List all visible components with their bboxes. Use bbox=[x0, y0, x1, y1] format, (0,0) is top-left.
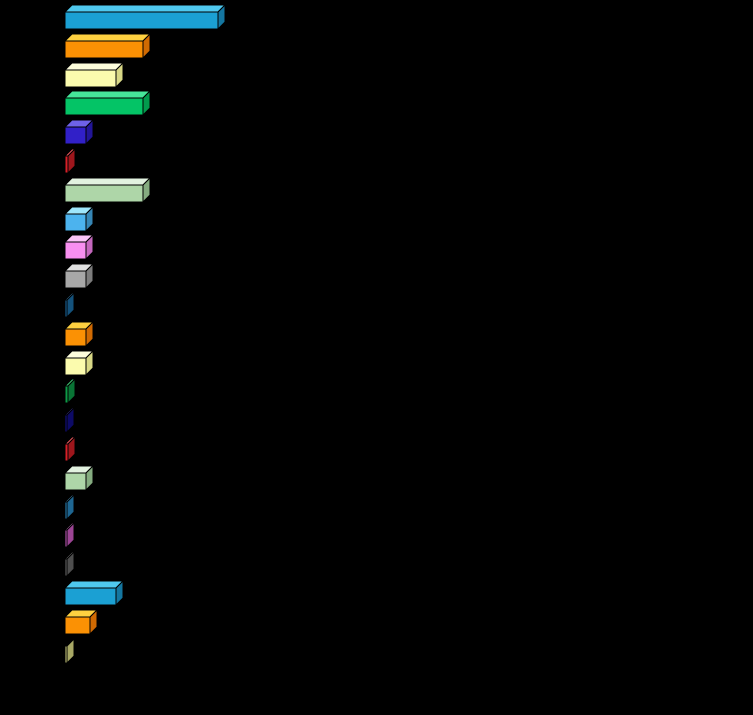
bar-17[interactable] bbox=[63, 493, 76, 521]
bar-side-face bbox=[85, 233, 94, 261]
bar-16[interactable] bbox=[63, 464, 95, 492]
bar-top-face bbox=[63, 33, 152, 42]
bar-13[interactable] bbox=[63, 377, 77, 405]
bar-side-face bbox=[66, 637, 75, 665]
bar-6[interactable] bbox=[63, 176, 152, 204]
bar-22[interactable] bbox=[63, 637, 76, 665]
bar-side-face bbox=[67, 147, 76, 175]
bar-side-face bbox=[66, 521, 75, 549]
bar-5[interactable] bbox=[63, 147, 77, 175]
bar-side-face bbox=[217, 3, 226, 31]
bar-front-face bbox=[64, 270, 87, 289]
bar-front-face bbox=[64, 241, 87, 260]
bar-front-face bbox=[64, 126, 87, 145]
bar-side-face bbox=[85, 464, 94, 492]
bar-side-face bbox=[85, 349, 94, 377]
bar-side-face bbox=[142, 32, 151, 60]
bar-front-face bbox=[64, 11, 219, 30]
bar-top-face bbox=[63, 62, 125, 71]
bar-side-face bbox=[85, 320, 94, 348]
bar-side-face bbox=[66, 550, 75, 578]
bar-11[interactable] bbox=[63, 320, 95, 348]
bar-front-face bbox=[64, 97, 144, 116]
bar-front-face bbox=[64, 184, 144, 203]
bar-18[interactable] bbox=[63, 521, 76, 549]
bar-side-face bbox=[85, 118, 94, 146]
bar-side-face bbox=[67, 435, 76, 463]
bar-side-face bbox=[115, 61, 124, 89]
bar-front-face bbox=[64, 472, 87, 491]
bar-1[interactable] bbox=[63, 32, 152, 60]
bar-top-face bbox=[63, 177, 152, 186]
bar-8[interactable] bbox=[63, 233, 95, 261]
bar-front-face bbox=[64, 328, 87, 347]
bar-4[interactable] bbox=[63, 118, 95, 146]
bar-10[interactable] bbox=[63, 291, 76, 319]
bar-side-face bbox=[67, 377, 76, 405]
bar-side-face bbox=[142, 89, 151, 117]
bar-side-face bbox=[89, 608, 98, 636]
bar-front-face bbox=[64, 616, 91, 635]
bar-front-face bbox=[64, 40, 144, 59]
bar-20[interactable] bbox=[63, 579, 125, 607]
bar-7[interactable] bbox=[63, 205, 95, 233]
bar-side-face bbox=[85, 205, 94, 233]
bar-2[interactable] bbox=[63, 61, 125, 89]
bar-top-face bbox=[63, 580, 125, 589]
bar-21[interactable] bbox=[63, 608, 99, 636]
bar-side-face bbox=[115, 579, 124, 607]
bar-3[interactable] bbox=[63, 89, 152, 117]
bar-front-face bbox=[64, 213, 87, 232]
bar-side-face bbox=[142, 176, 151, 204]
bar-front-face bbox=[64, 357, 87, 376]
bar-top-face bbox=[63, 90, 152, 99]
bar-19[interactable] bbox=[63, 550, 76, 578]
bar-14[interactable] bbox=[63, 406, 76, 434]
bar-9[interactable] bbox=[63, 262, 95, 290]
bar-side-face bbox=[66, 291, 75, 319]
bar-12[interactable] bbox=[63, 349, 95, 377]
bar-side-face bbox=[85, 262, 94, 290]
bar-side-face bbox=[66, 493, 75, 521]
bar-front-face bbox=[64, 69, 117, 88]
bar-top-face bbox=[63, 4, 227, 13]
bar-front-face bbox=[64, 587, 117, 606]
bar-15[interactable] bbox=[63, 435, 77, 463]
bar-0[interactable] bbox=[63, 3, 227, 31]
bar-side-face bbox=[66, 406, 75, 434]
